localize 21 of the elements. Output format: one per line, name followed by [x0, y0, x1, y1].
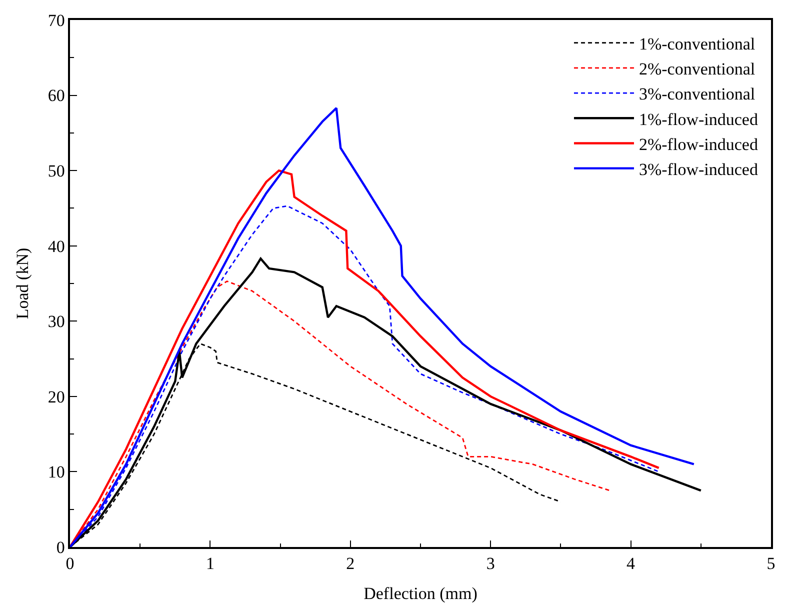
y-tick-label: 0 [56, 538, 65, 557]
legend-label: 2%-flow-induced [638, 134, 758, 154]
legend-label: 3%-flow-induced [638, 160, 758, 179]
y-tick-label: 50 [48, 162, 65, 181]
x-tick-label: 5 [766, 554, 776, 574]
y-tick-label: 70 [48, 10, 65, 30]
x-axis-title: Deflection (mm) [364, 584, 478, 604]
y-tick-label: 20 [48, 387, 65, 406]
legend-label: 1%-flow-induced [638, 110, 758, 129]
y-tick-label: 60 [48, 86, 65, 106]
legend-label: 2%-conventional [638, 60, 756, 79]
x-tick-label: 1 [206, 554, 214, 574]
x-tick-label: 3 [486, 554, 495, 574]
y-tick-label: 30 [48, 312, 65, 332]
legend-label: 1%-conventional [638, 34, 756, 54]
y-axis-title: Load (kN) [12, 248, 32, 320]
y-tick-label: 10 [48, 462, 65, 482]
legend-label: 3%-conventional [638, 84, 756, 104]
x-tick-label: 4 [626, 554, 636, 574]
y-tick-label: 40 [48, 236, 65, 256]
x-tick-label: 2 [346, 554, 355, 574]
